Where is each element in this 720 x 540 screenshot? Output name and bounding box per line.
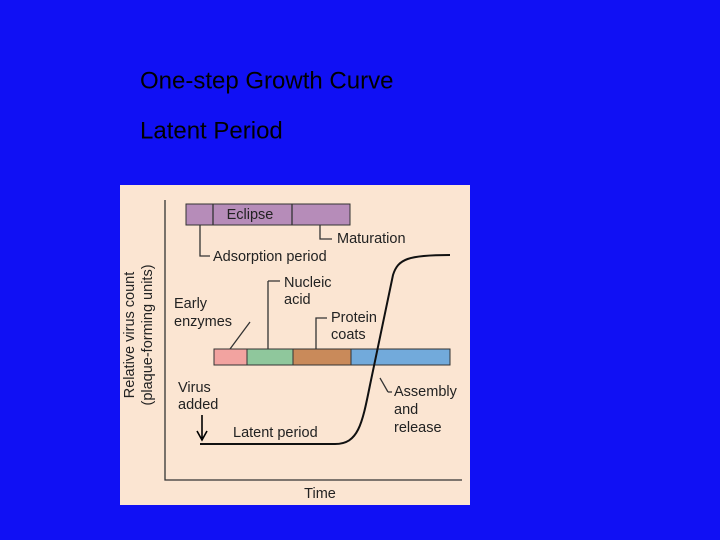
eclipse-label: Eclipse: [227, 207, 274, 223]
y-label-line: Relative virus count: [122, 272, 138, 399]
label: Nucleic: [284, 275, 332, 291]
label: Assembly: [394, 384, 458, 400]
label: Protein: [331, 310, 377, 326]
figure-panel: [120, 185, 470, 505]
label: and: [394, 402, 418, 418]
label: enzymes: [174, 314, 232, 330]
arrow: [196, 415, 208, 442]
subtitle: Latent Period: [140, 117, 283, 144]
phase-bar: [292, 348, 352, 366]
label: Early: [174, 296, 208, 312]
phase-bar: [350, 348, 451, 366]
label: coats: [331, 327, 366, 343]
phase-bar: [213, 348, 248, 366]
leader-lines: [229, 280, 392, 393]
label: added: [178, 397, 218, 413]
phase-bar: [246, 348, 294, 366]
label: Adsorption period: [213, 249, 327, 265]
y-axis-label: Relative virus count (plaque-forming uni…: [122, 264, 156, 405]
title: One-step Growth Curve: [140, 67, 393, 94]
label: release: [394, 420, 442, 436]
label: Maturation: [337, 231, 406, 247]
brackets: [199, 225, 332, 257]
bar-dividers: [212, 204, 293, 225]
growth-curve: [200, 254, 451, 445]
y-label-line: (plaque-forming units): [140, 264, 156, 405]
eclipse-bar: [185, 203, 351, 226]
label: Virus: [178, 380, 211, 396]
x-axis-label: Time: [304, 486, 336, 502]
label: acid: [284, 292, 311, 308]
label: Latent period: [233, 425, 318, 441]
axes: [164, 200, 462, 481]
